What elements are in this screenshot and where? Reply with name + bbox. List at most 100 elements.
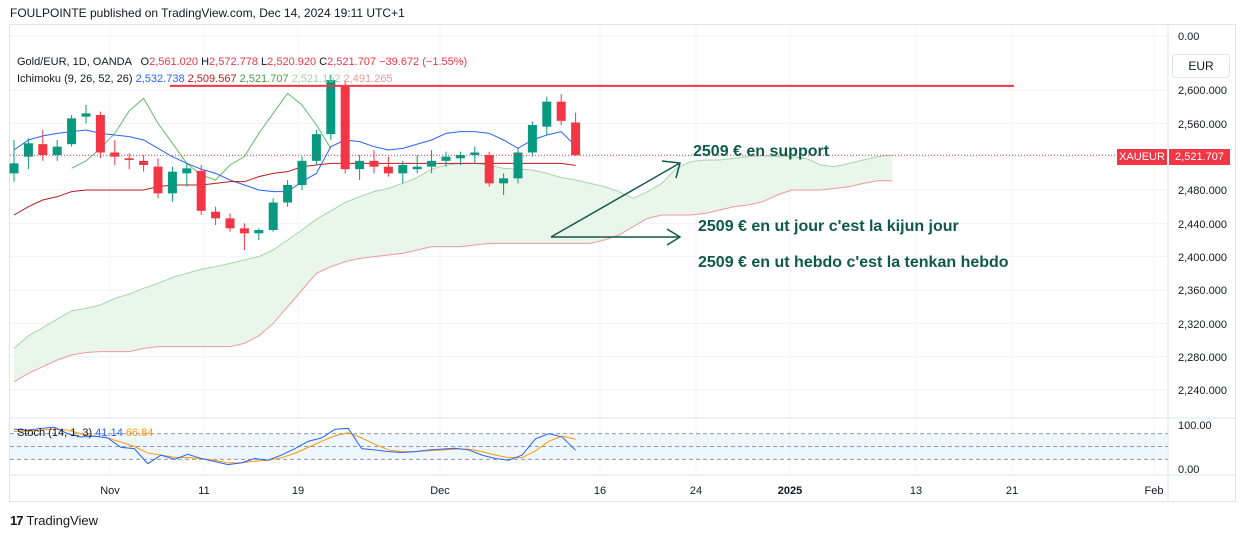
current-price-label: XAUEUR 2,521.707: [1117, 149, 1230, 165]
candle: [139, 155, 149, 172]
candle-body: [369, 160, 379, 167]
candle: [67, 115, 77, 147]
candle-body: [110, 152, 120, 157]
time-axis-label: 13: [910, 485, 922, 497]
candle: [427, 150, 437, 174]
time-axis-label: 21: [1006, 485, 1018, 497]
candle-body: [484, 155, 494, 184]
candle: [211, 206, 221, 225]
ichimoku-tenkan-value: 2,532.738: [135, 73, 185, 85]
candle-body: [9, 163, 19, 174]
candle-body: [139, 160, 149, 165]
time-axis-label: Feb: [1145, 485, 1164, 497]
time-axis-label: 11: [198, 485, 209, 497]
candle: [355, 155, 365, 180]
candle: [412, 155, 422, 174]
candle-body: [81, 113, 91, 117]
candle-body: [196, 170, 206, 211]
candle-body: [23, 143, 33, 157]
price-axis-label: 2,320.000: [1178, 319, 1227, 331]
candle: [81, 105, 91, 124]
stoch-k-line: [13, 426, 576, 466]
candle-body: [38, 144, 48, 155]
legend-high-label: H: [201, 56, 210, 68]
legend-open-label: O: [140, 56, 150, 68]
candle-body: [52, 146, 62, 155]
chart-frame[interactable]: [9, 24, 1236, 502]
stoch-k-value: 41.14: [95, 427, 123, 439]
current-price-tag: XAUEUR: [1117, 149, 1167, 165]
legend-low-label: L: [261, 56, 268, 68]
candle: [398, 160, 408, 184]
candle: [311, 130, 321, 165]
candle-body: [340, 86, 350, 170]
ichimoku-span-b-line: [13, 180, 893, 383]
candle: [153, 158, 163, 199]
candle: [369, 150, 379, 174]
stoch-legend: Stoch (14, 1, 3) 41.14 66.84: [17, 427, 153, 439]
ichimoku-tenkan-line: [13, 129, 576, 193]
candle: [556, 94, 566, 125]
stoch-label: Stoch (14, 1, 3): [17, 427, 93, 439]
price-axis-label: 2,480.000: [1178, 185, 1227, 197]
candle: [513, 148, 523, 184]
time-axis-label: 2025: [778, 485, 802, 497]
publisher-header: FOULPOINTE published on TradingView.com,…: [10, 6, 405, 20]
time-axis-label: 16: [594, 485, 606, 497]
candle-body: [297, 160, 307, 185]
candle: [239, 223, 249, 250]
ichimoku-span-a-value: 2,521.152: [291, 73, 341, 85]
candle: [268, 198, 278, 232]
footer-brand[interactable]: 17 TradingView: [10, 513, 98, 528]
legend-change: −39.672 (−1.55%): [379, 56, 468, 68]
current-price-value: 2,521.707: [1169, 149, 1230, 165]
candle-body: [499, 178, 509, 184]
candle-body: [542, 101, 552, 127]
legend-close: 2,521.707: [327, 56, 377, 68]
candle: [110, 140, 120, 165]
candle-body: [412, 166, 422, 170]
ichimoku-legend: Ichimoku (9, 26, 52, 26) 2,532.738 2,509…: [17, 73, 393, 85]
candle: [182, 163, 192, 187]
candle: [455, 151, 465, 165]
annotation-support: 2509 € en support: [693, 143, 830, 160]
candle-body: [441, 156, 451, 161]
candle: [527, 121, 537, 157]
candle: [283, 180, 293, 207]
candle-body: [455, 155, 465, 159]
candle: [297, 156, 307, 190]
time-axis-label: Nov: [100, 485, 120, 497]
legend-high: 2,572.778: [209, 56, 258, 68]
price-axis-label: 2,360.000: [1178, 285, 1227, 297]
legend-open: 2,561.020: [149, 56, 199, 68]
candle-body: [124, 158, 134, 160]
currency-button[interactable]: EUR: [1172, 54, 1230, 78]
annotation-kijun: 2509 € en ut jour c'est la kijun jour: [698, 218, 959, 235]
tradingview-logo-icon: 17: [10, 513, 24, 528]
footer-brand-text: TradingView: [26, 513, 99, 528]
ichimoku-span-a-line: [13, 154, 893, 349]
annotation-tenkan: 2509 € en ut hebdo c'est la tenkan hebdo: [698, 254, 1009, 271]
candle: [484, 151, 494, 187]
candle: [542, 96, 552, 135]
candle-body: [167, 171, 177, 194]
candle-body: [153, 166, 163, 194]
candle-body: [571, 122, 581, 156]
stoch-d-value: 66.84: [125, 427, 154, 439]
candle-body: [95, 115, 105, 153]
candle: [254, 228, 264, 240]
ichimoku-cloud: [14, 155, 893, 382]
candle: [571, 112, 581, 156]
candle-body: [225, 218, 235, 229]
candle: [499, 173, 509, 195]
time-axis-label: 19: [292, 485, 304, 497]
legend-close-label: C: [319, 56, 328, 68]
candle-body: [182, 168, 192, 174]
candle: [225, 213, 235, 232]
candle: [383, 156, 393, 177]
candle-body: [470, 152, 480, 155]
arrow-support-head: [661, 160, 681, 179]
candle: [340, 80, 350, 174]
candle: [196, 165, 206, 215]
